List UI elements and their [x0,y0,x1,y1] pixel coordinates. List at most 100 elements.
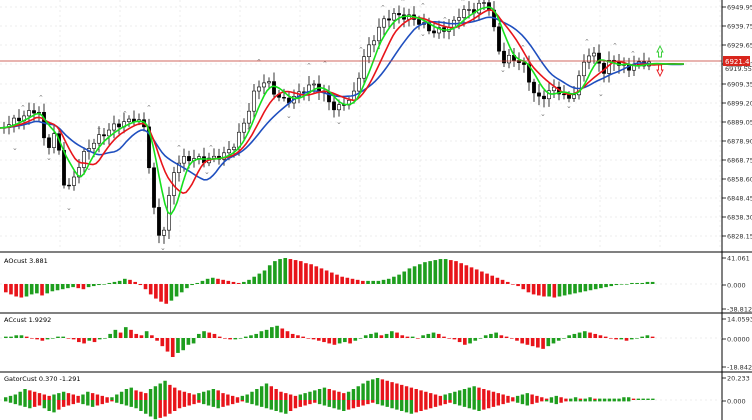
bear-candle [397,13,401,16]
fractal-up-icon: ⌃ [460,0,466,6]
histogram-bar [159,284,163,302]
histogram-bar [619,338,624,340]
histogram-bar [314,266,319,284]
histogram-bar [358,338,363,339]
histogram-bar [410,336,415,338]
gator-lower-bar [598,400,602,402]
gator-lower-bar [453,400,457,405]
histogram-bar [4,284,8,293]
histogram-bar [117,280,122,284]
histogram-bar [123,327,128,338]
gator-lower-bar [313,400,317,403]
gator-lower-bar [578,400,583,402]
fractal-up-icon: ⌃ [146,104,152,112]
bear-candle [517,60,521,63]
histogram-bar [231,281,236,284]
histogram-bar [217,336,222,338]
gator-lower-bar [163,400,167,417]
gator-lower-bar [100,400,104,405]
gator-upper-bar [105,397,109,400]
gator-lower-bar [390,400,394,409]
gator-upper-bar [400,384,404,400]
histogram-bar [35,284,39,294]
histogram-bar [604,284,608,288]
histogram-bar [118,332,123,338]
histogram-bar [9,284,13,295]
gator-upper-bar [501,394,505,400]
gator-upper-bar [37,393,42,400]
histogram-bar [228,338,232,340]
histogram-bar [285,331,290,338]
bull-candle [582,61,586,77]
bull-candle [212,155,216,159]
price-panel[interactable]: ⌃ ⌃ ⌃ ⌃ ⌃ ⌃ ⌃ ⌃ ⌃ ⌃ ⌃ ⌃ ⌃ ⌃ ⌃ ⌃ ⌃ ⌃ ⌃ ⌃ ⌃ ⌄ ⌄ ⌄ ⌄ ⌄ ⌄ ⌄ ⌄ ⌄ ⌄ ⌄ ⌄ ⌄ ⌄ [0,0,722,252]
histogram-bar [516,284,520,287]
histogram-bar [238,338,243,339]
buy-arrow-icon [656,44,664,58]
gator-upper-bar [438,395,443,400]
histogram-bar [353,338,358,341]
bull-candle [182,156,186,164]
histogram-bar [457,338,462,343]
bull-candle [257,86,261,92]
histogram-bar [56,336,60,338]
gator-upper-bar [52,394,56,400]
alligator-teeth-line [0,9,685,195]
aocust-panel[interactable]: 41.061 0.000 -38.812 [0,251,752,314]
histogram-bar [304,263,308,284]
gator-upper-bar [86,391,90,400]
gator-upper-bar [380,379,385,400]
gator-upper-bar [496,393,501,400]
gator-upper-bar [274,389,278,400]
bear-candle [542,95,546,100]
gator-upper-bar [453,391,457,400]
gator-lower-bar [559,400,563,403]
bear-candle [32,110,36,114]
accust-panel[interactable]: 14.0593 0.0000 -18.8429 [0,312,752,372]
gatorcust-panel[interactable]: 20.233 0.000 [0,371,752,420]
gator-upper-bar [32,391,37,400]
gator-upper-bar [129,387,133,400]
gator-lower-bar [177,400,182,409]
histogram-bar [541,338,545,349]
gator-lower-bar [433,400,438,407]
gator-lower-bar [187,400,191,406]
fractal-up-icon: ⌃ [630,50,636,58]
bear-candle [147,126,151,169]
histogram-bar [223,338,227,339]
histogram-bar [416,338,420,339]
histogram-bar [14,335,19,338]
bull-candle [82,151,86,168]
fractal-markers: ⌃ ⌃ ⌃ ⌃ ⌃ ⌃ ⌃ ⌃ ⌃ ⌃ ⌃ ⌃ ⌃ ⌃ ⌃ ⌃ ⌃ ⌃ ⌃ ⌃ ⌃ ⌄ ⌄ ⌄ ⌄ ⌄ ⌄ ⌄ ⌄ ⌄ ⌄ ⌄ ⌄ ⌄ ⌄ [12,0,636,252]
gator-upper-bar [327,389,331,400]
histogram-bar [438,259,443,284]
histogram-bar [129,329,133,338]
gator-upper-bar [61,391,66,400]
gator-lower-bar [86,400,90,406]
histogram-bar [112,281,117,284]
histogram-bar [459,263,463,284]
gator-upper-bar [631,398,636,400]
bull-candle [467,9,471,11]
bull-candle [392,13,396,21]
bull-candle [242,122,246,133]
gator-upper-bar [279,391,283,400]
histogram-bar [77,338,81,343]
gator-upper-bar [646,398,650,400]
histogram-bar [71,338,76,340]
histogram-bar [494,332,498,338]
histogram-bar [103,338,107,339]
bear-candle [42,111,46,139]
gator-lower-bar [588,400,592,402]
gator-lower-bar [90,400,95,407]
histogram-bar [428,261,432,284]
gator-lower-bar [139,400,143,411]
histogram-bar [50,338,55,339]
fractal-up-icon: ⌃ [380,4,386,12]
gator-upper-bar [540,397,544,400]
histogram-bar [640,282,645,284]
gator-upper-bar [607,398,612,400]
gator-lower-bar [375,400,380,405]
histogram-bar [148,284,153,295]
